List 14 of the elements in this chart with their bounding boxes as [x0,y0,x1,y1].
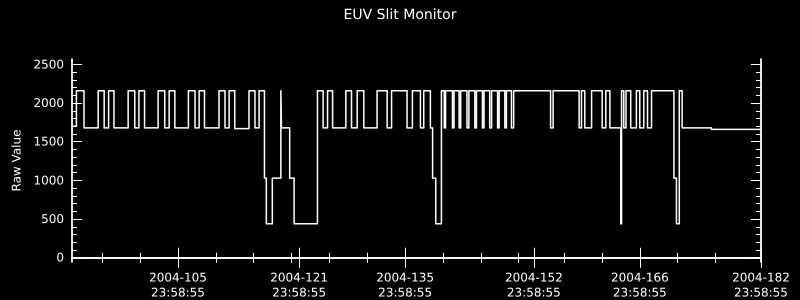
y-tick-label: 2500 [33,57,64,72]
x-tick-label: 2004-166 23:58:55 [610,270,669,300]
y-tick-label: 1000 [33,173,64,188]
x-tick-label: 2004-182 23:58:55 [732,270,790,300]
y-tick-label: 0 [56,250,64,265]
x-tick-label: 2004-135 23:58:55 [376,270,434,300]
y-tick-label: 500 [41,212,64,226]
x-tick-label: 2004-121 23:58:55 [270,270,328,300]
y-tick-label: 2000 [33,96,64,110]
x-tick-label: 2004-105 23:58:55 [149,270,207,300]
x-tick-label: 2004-152 23:58:55 [504,270,563,300]
chart-title: EUV Slit Monitor [344,7,457,23]
y-axis-title: Raw Value [10,129,24,192]
y-tick-label: 1500 [33,134,64,149]
